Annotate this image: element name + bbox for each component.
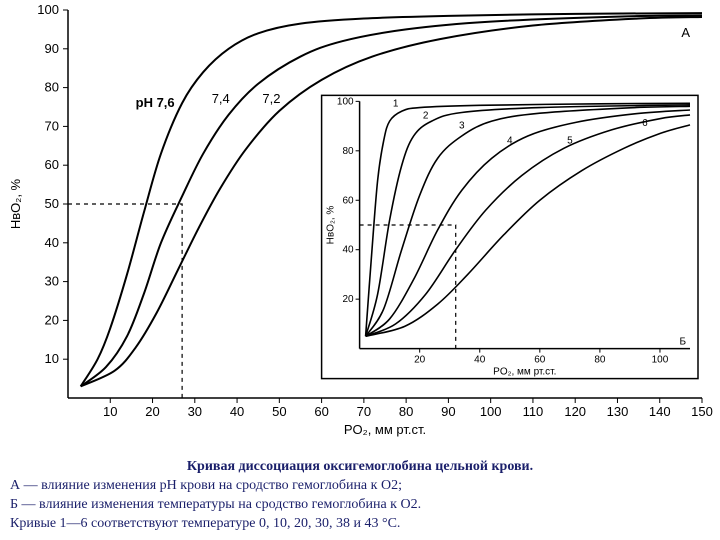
svg-text:70: 70 — [357, 404, 371, 419]
svg-text:PO₂, мм рт.ст.: PO₂, мм рт.ст. — [493, 367, 556, 378]
svg-text:80: 80 — [399, 404, 413, 419]
svg-text:HвO₂, %: HвO₂, % — [8, 178, 23, 229]
svg-text:100: 100 — [652, 355, 669, 366]
svg-text:Б: Б — [679, 337, 686, 348]
svg-text:150: 150 — [691, 404, 713, 419]
svg-text:HвO₂, %: HвO₂, % — [326, 206, 337, 245]
figure-container: { "caption": { "title": "Кривая диссоциа… — [0, 0, 720, 540]
svg-text:20: 20 — [45, 312, 59, 327]
chart-svg: 1020304050607080901001101201301401501020… — [0, 0, 720, 440]
svg-text:5: 5 — [567, 135, 573, 146]
svg-text:6: 6 — [642, 118, 648, 129]
caption-block: Кривая диссоциация оксигемоглобина цельн… — [10, 458, 710, 534]
svg-text:20: 20 — [145, 404, 159, 419]
svg-text:А: А — [681, 25, 690, 40]
svg-text:80: 80 — [45, 80, 59, 95]
svg-text:40: 40 — [230, 404, 244, 419]
svg-text:30: 30 — [45, 274, 59, 289]
svg-text:60: 60 — [45, 157, 59, 172]
svg-text:20: 20 — [414, 355, 426, 366]
svg-text:7,2: 7,2 — [262, 91, 280, 106]
svg-text:100: 100 — [480, 404, 502, 419]
caption-line-3: Кривые 1—6 соответствуют температуре 0, … — [10, 515, 710, 534]
caption-title: Кривая диссоциация оксигемоглобина цельн… — [10, 458, 710, 477]
svg-text:70: 70 — [45, 118, 59, 133]
svg-text:50: 50 — [272, 404, 286, 419]
svg-text:2: 2 — [423, 111, 429, 122]
svg-text:3: 3 — [459, 121, 465, 132]
svg-text:90: 90 — [441, 404, 455, 419]
svg-text:130: 130 — [607, 404, 629, 419]
svg-text:10: 10 — [45, 351, 59, 366]
svg-text:100: 100 — [37, 2, 59, 17]
svg-text:100: 100 — [337, 96, 354, 107]
svg-text:10: 10 — [103, 404, 117, 419]
svg-text:20: 20 — [342, 294, 354, 305]
svg-text:60: 60 — [314, 404, 328, 419]
svg-text:PO₂, мм рт.ст.: PO₂, мм рт.ст. — [344, 422, 426, 437]
svg-text:50: 50 — [45, 196, 59, 211]
svg-text:120: 120 — [564, 404, 586, 419]
svg-text:80: 80 — [594, 355, 606, 366]
svg-text:рН 7,6: рН 7,6 — [136, 95, 175, 110]
svg-text:110: 110 — [523, 404, 544, 419]
svg-text:30: 30 — [188, 404, 202, 419]
svg-text:80: 80 — [342, 146, 354, 157]
svg-text:7,4: 7,4 — [212, 91, 230, 106]
caption-line-1: А — влияние изменения рН крови на сродст… — [10, 477, 710, 496]
svg-text:1: 1 — [393, 98, 399, 109]
caption-line-2: Б — влияние изменения температуры на сро… — [10, 496, 710, 515]
svg-text:60: 60 — [534, 355, 546, 366]
svg-text:60: 60 — [342, 195, 354, 206]
svg-text:140: 140 — [649, 404, 671, 419]
svg-text:4: 4 — [507, 135, 513, 146]
svg-text:40: 40 — [474, 355, 486, 366]
svg-text:90: 90 — [45, 41, 59, 56]
svg-text:40: 40 — [45, 235, 59, 250]
svg-text:40: 40 — [342, 245, 354, 256]
